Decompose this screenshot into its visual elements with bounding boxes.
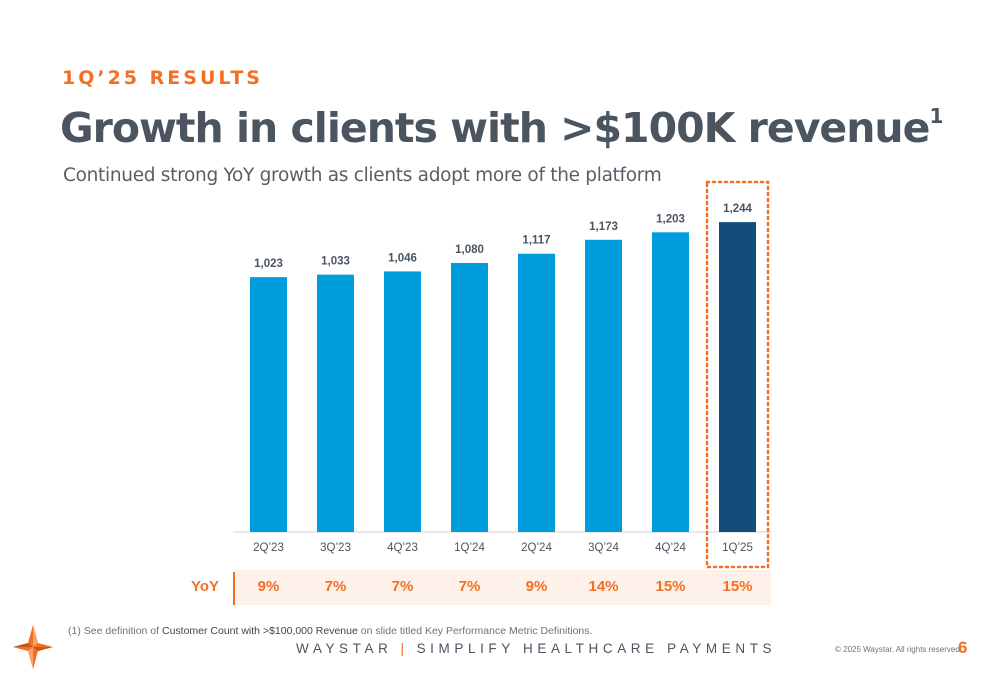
bar-4 xyxy=(518,253,555,532)
brand-name: WAYSTAR xyxy=(296,641,393,656)
yoy-value-3: 7% xyxy=(458,578,481,595)
yoy-band xyxy=(233,570,771,605)
x-tick-label-4: 2Q’24 xyxy=(521,542,552,554)
data-label-4: 1,117 xyxy=(522,235,550,247)
data-label-0: 1,023 xyxy=(254,258,283,270)
x-tick-label-0: 2Q’23 xyxy=(253,542,284,554)
data-label-1: 1,033 xyxy=(321,256,350,268)
yoy-value-7: 15% xyxy=(722,578,753,595)
yoy-divider xyxy=(233,572,235,605)
bar-1 xyxy=(317,274,354,532)
page-title: Growth in clients with >$100K revenue1 xyxy=(60,104,943,152)
yoy-value-4: 9% xyxy=(525,578,548,595)
page-number: 6 xyxy=(958,638,968,657)
yoy-value-6: 15% xyxy=(655,578,686,595)
x-tick-label-2: 4Q’23 xyxy=(387,542,418,554)
page-title-text: Growth in clients with >$100K revenue xyxy=(60,104,930,152)
x-tick-label-3: 1Q’24 xyxy=(454,542,485,554)
yoy-value-1: 7% xyxy=(324,578,347,595)
bar-chart: 1,023 2Q’23 1,033 3Q’23 1,046 4Q’23 1,080 1Q’24… xyxy=(233,180,771,569)
data-label-6: 1,203 xyxy=(656,213,685,225)
title-footnote-marker: 1 xyxy=(929,104,943,129)
footnote-suffix: on slide titled Key Performance Metric D… xyxy=(357,625,593,637)
data-label-5: 1,173 xyxy=(589,221,618,233)
section-eyebrow: 1Q’25 RESULTS xyxy=(62,67,263,89)
footnote-prefix: (1) See definition of xyxy=(68,625,162,637)
yoy-label: YoY xyxy=(190,578,220,595)
bar-6 xyxy=(652,232,689,532)
page-subtitle: Continued strong YoY growth as clients a… xyxy=(63,165,662,186)
x-tick-label-7: 1Q’25 xyxy=(722,542,753,554)
yoy-value-5: 14% xyxy=(588,578,619,595)
data-label-2: 1,046 xyxy=(388,252,417,264)
data-label-3: 1,080 xyxy=(455,244,484,256)
x-tick-label-6: 4Q’24 xyxy=(655,542,686,554)
bar-7 xyxy=(719,222,756,532)
waystar-star-icon xyxy=(13,625,53,669)
yoy-value-0: 9% xyxy=(257,578,280,595)
yoy-value-2: 7% xyxy=(391,578,414,595)
brand-tagline: WAYSTAR | SIMPLIFY HEALTHCARE PAYMENTS xyxy=(296,641,776,656)
bar-0 xyxy=(250,277,287,532)
bar-2 xyxy=(384,271,421,532)
footnote: (1) See definition of Customer Count wit… xyxy=(68,625,592,637)
data-label-7: 1,244 xyxy=(723,203,752,215)
highlight-outline xyxy=(705,180,770,569)
x-tick-label-5: 3Q’24 xyxy=(588,542,619,554)
bar-5 xyxy=(585,239,622,532)
brand-separator: | xyxy=(400,641,409,656)
brand-slogan: SIMPLIFY HEALTHCARE PAYMENTS xyxy=(416,641,777,656)
x-tick-label-1: 3Q’23 xyxy=(320,542,351,554)
footnote-metric: Customer Count with >$100,000 Revenue xyxy=(161,625,358,637)
copyright: © 2025 Waystar. All rights reserved. xyxy=(835,645,962,654)
bar-3 xyxy=(451,262,488,532)
